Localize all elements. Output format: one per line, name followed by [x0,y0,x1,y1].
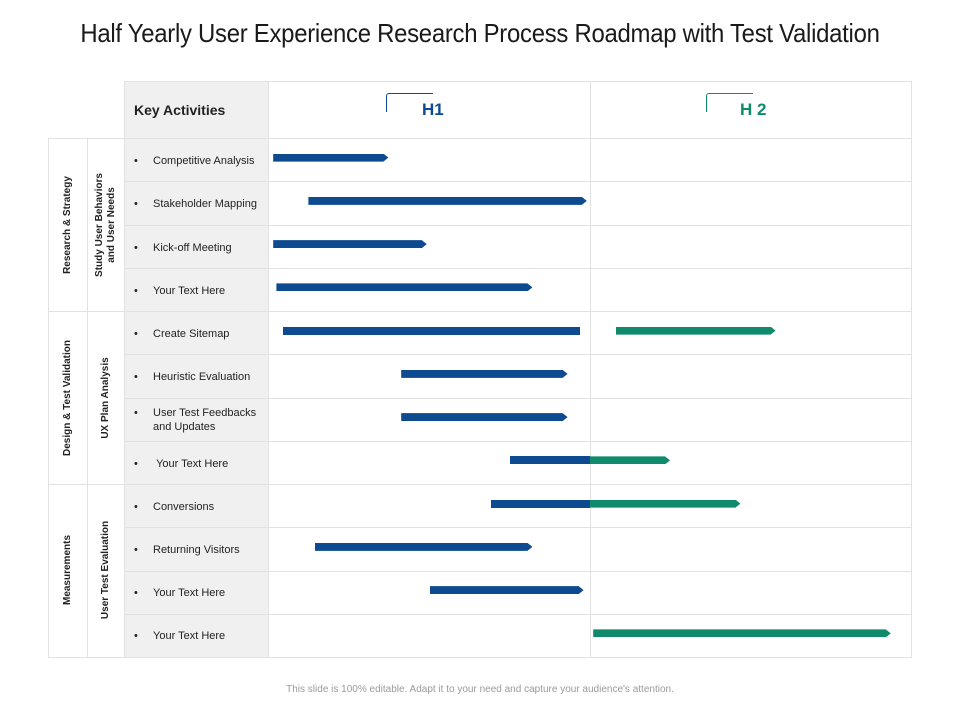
activities-column [124,138,268,657]
activity-item: • Your Text Here [134,630,226,642]
activity-item: • Stakeholder Mapping [134,198,257,210]
grid-line [124,614,912,615]
gantt-bar [590,456,670,464]
grid-line [268,81,269,657]
grid-line [87,138,88,657]
grid-line [124,81,912,82]
gantt-bar [590,500,740,508]
grid-line [124,311,912,312]
activity-item: • Competitive Analysis [134,155,255,167]
grid-line [124,527,912,528]
grid-line [48,311,124,312]
activity-item-line2: and Updates [153,421,216,433]
group-sub-label: Study User Behaviors and User Needs [94,173,118,277]
activity-item: • Conversions [134,501,215,513]
group-category-label: Research & Strategy [62,176,73,274]
group-sub-label-line1: Study User Behaviors [94,173,105,277]
grid-line [48,138,49,657]
footer-note: This slide is 100% editable. Adapt it to… [286,684,674,695]
activity-item: • Your Text Here [134,458,229,470]
gantt-bar [315,543,533,551]
grid-line [124,354,912,355]
grid-line [124,484,912,485]
activity-item: • Returning Visitors [134,544,240,556]
h2-bracket [706,93,753,112]
activity-item: • Your Text Here [134,285,226,297]
key-activities-header-cell [124,81,268,138]
activity-item: • Your Text Here [134,587,226,599]
gantt-bar [276,283,532,291]
grid-line [124,657,912,658]
gantt-bar [282,326,581,335]
grid-line [124,268,912,269]
grid-line [124,225,912,226]
h2-header: H 2 [740,100,767,119]
gantt-bar [273,240,427,248]
key-activities-heading: Key Activities [134,102,226,118]
gantt-bar [273,154,388,162]
grid-line [124,398,912,399]
activity-item: • Kick-off Meeting [134,242,232,254]
grid-line [124,138,912,139]
group-sub-label: User Test Evaluation [100,520,111,620]
gantt-bar [510,456,590,465]
h1-header: H1 [422,100,444,119]
gantt-bar [401,413,567,421]
grid-line [124,81,125,657]
gantt-bar [401,370,567,378]
activity-item: • Heuristic Evaluation [134,371,251,383]
grid-line [48,138,124,139]
gantt-bar [308,197,586,205]
group-category-label: Design & Test Validation [62,340,73,456]
gantt-bar [593,629,891,637]
grid-line [590,81,591,657]
group-sub-label-line2: and User Needs [106,187,117,263]
group-category-label: Measurements [62,534,73,606]
activity-item: • Create Sitemap [134,328,230,340]
grid-line [48,484,124,485]
grid-line [911,81,912,657]
grid-line [124,181,912,182]
grid-line [48,657,124,658]
activity-item: • User Test Feedbacks and Updates [134,407,257,433]
gantt-bar [616,327,776,335]
group-sub-label: UX Plan Analysis [100,357,111,439]
page-title: Half Yearly User Experience Research Pro… [80,18,880,48]
h1-bracket [386,93,433,112]
grid-line [124,571,912,572]
grid-line [124,441,912,442]
gantt-bar [430,586,584,594]
gantt-bar [490,499,590,508]
